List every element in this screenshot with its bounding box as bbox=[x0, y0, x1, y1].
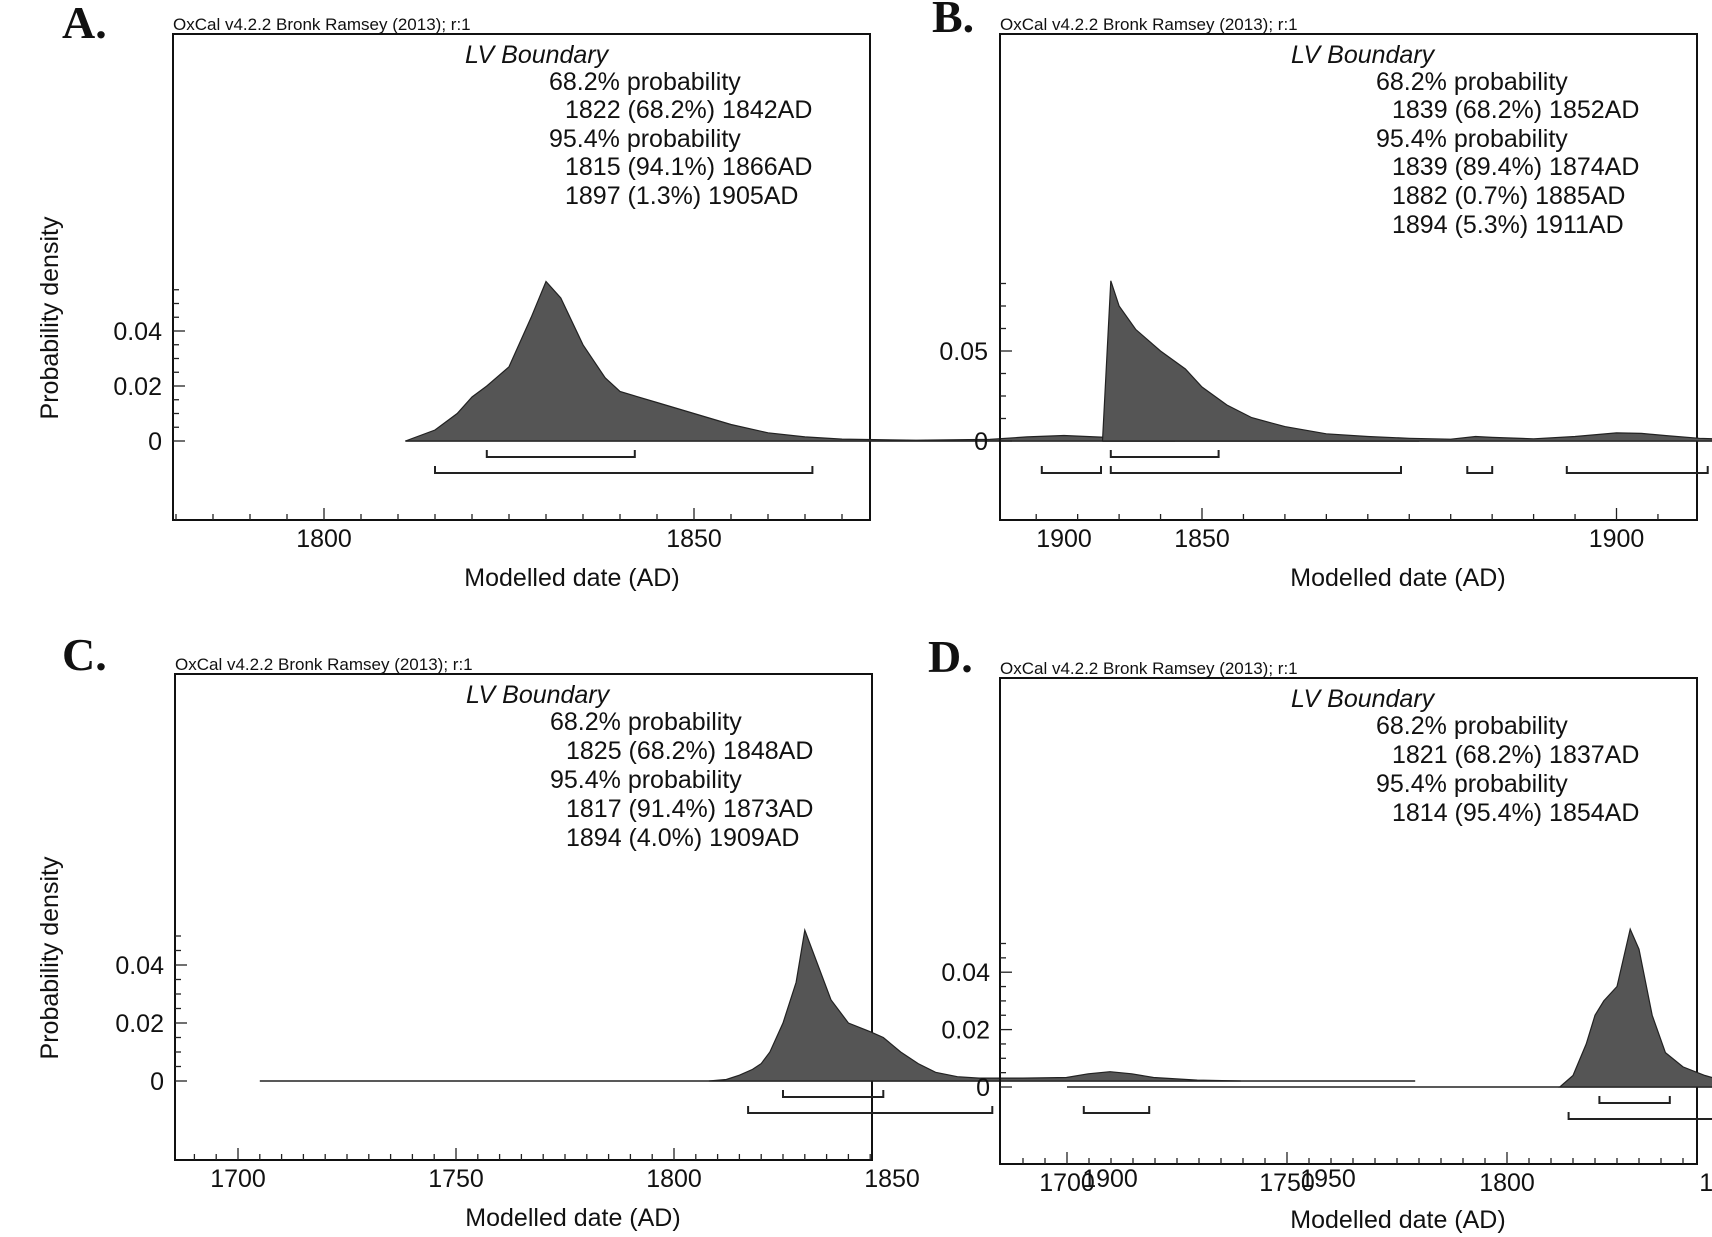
oxcal-header: OxCal v4.2.2 Bronk Ramsey (2013); r:1 bbox=[1000, 15, 1298, 34]
annotation-line: 1814 (95.4%) 1854AD bbox=[1392, 799, 1639, 827]
range-68-bracket bbox=[1109, 450, 1220, 458]
annotation-line: 1839 (89.4%) 1874AD bbox=[1392, 153, 1639, 181]
annotation-line: 95.4% probability bbox=[1376, 125, 1568, 153]
y-tick-label: 0.02 bbox=[113, 373, 162, 401]
y-tick-label: 0.02 bbox=[941, 1017, 990, 1045]
x-tick-label: 1700 bbox=[210, 1165, 266, 1193]
x-tick-label: 1900 bbox=[1036, 525, 1092, 553]
range-68-bracket bbox=[782, 1090, 885, 1098]
range-95-bracket bbox=[1567, 1112, 1712, 1120]
range-68-bracket bbox=[485, 450, 636, 458]
y-axis-label: Probability density bbox=[36, 216, 64, 419]
y-tick-label: 0 bbox=[148, 428, 162, 456]
y-tick-label: 0.04 bbox=[941, 959, 990, 987]
annotation-line: 1897 (1.3%) 1905AD bbox=[565, 182, 798, 210]
x-axis-label: Modelled date (AD) bbox=[464, 564, 679, 592]
x-tick-label: 1850 bbox=[864, 1165, 920, 1193]
x-tick-label: 1750 bbox=[1259, 1169, 1315, 1197]
range-95-bracket bbox=[1109, 466, 1402, 474]
annotation-line: 1817 (91.4%) 1873AD bbox=[566, 795, 813, 823]
range-95-bracket bbox=[1082, 1106, 1151, 1114]
range-95-bracket bbox=[434, 466, 814, 474]
x-axis-label: Modelled date (AD) bbox=[465, 1204, 680, 1232]
panel-letter: C. bbox=[62, 629, 107, 680]
x-tick-label: 1950 bbox=[1300, 1165, 1356, 1193]
annotation-line: 1894 (5.3%) 1911AD bbox=[1392, 211, 1624, 239]
annotation-line: 1882 (0.7%) 1885AD bbox=[1392, 182, 1625, 210]
density-curve bbox=[708, 927, 1241, 1082]
x-tick-label: 1800 bbox=[296, 525, 352, 553]
y-tick-label: 0.02 bbox=[115, 1010, 164, 1038]
density-curve bbox=[1101, 280, 1712, 442]
annotation-line: 1815 (94.1%) 1866AD bbox=[565, 153, 812, 181]
annotation-line: 68.2% probability bbox=[1376, 68, 1568, 96]
plot-frame bbox=[174, 673, 873, 1161]
x-tick-label: 1800 bbox=[646, 1165, 702, 1193]
x-tick-label: 1900 bbox=[1082, 1165, 1138, 1193]
y-tick-label: 0.04 bbox=[113, 318, 162, 346]
panel-a: A. OxCal v4.2.2 Bronk Ramsey (2013); r:1… bbox=[36, 0, 1420, 592]
panel-letter: B. bbox=[932, 0, 974, 42]
x-tick-label: 1700 bbox=[1039, 1169, 1095, 1197]
annotation-line: 1822 (68.2%) 1842AD bbox=[565, 96, 812, 124]
range-95-bracket bbox=[1565, 466, 1709, 474]
y-tick-label: 0.05 bbox=[939, 338, 988, 366]
x-tick-label: 1900 bbox=[1589, 525, 1645, 553]
x-tick-label: 1800 bbox=[1479, 1169, 1535, 1197]
panel-letter: A. bbox=[62, 0, 107, 48]
chart-title: LV Boundary bbox=[1291, 41, 1436, 69]
x-axis-label: Modelled date (AD) bbox=[1290, 1206, 1505, 1234]
annotation-line: 1894 (4.0%) 1909AD bbox=[566, 824, 799, 852]
annotation-line: 68.2% probability bbox=[549, 68, 741, 96]
panel-b: B. OxCal v4.2.2 Bronk Ramsey (2013); r:1… bbox=[932, 0, 1712, 592]
chart-title: LV Boundary bbox=[465, 41, 610, 69]
range-95-bracket bbox=[1040, 466, 1102, 474]
density-curve bbox=[1558, 927, 1712, 1088]
y-axis-label: Probability density bbox=[36, 856, 64, 1059]
plot-frame bbox=[999, 33, 1698, 521]
oxcal-header: OxCal v4.2.2 Bronk Ramsey (2013); r:1 bbox=[173, 15, 471, 34]
x-tick-label: 1850 bbox=[1699, 1169, 1712, 1197]
annotation-line: 95.4% probability bbox=[549, 125, 741, 153]
y-tick-label: 0 bbox=[976, 1074, 990, 1102]
y-tick-label: 0 bbox=[150, 1068, 164, 1096]
annotation-line: 68.2% probability bbox=[550, 708, 742, 736]
plot-frame bbox=[999, 677, 1698, 1165]
y-tick-label: 0 bbox=[974, 428, 988, 456]
annotation-line: 1821 (68.2%) 1837AD bbox=[1392, 741, 1639, 769]
x-tick-label: 1850 bbox=[666, 525, 722, 553]
x-tick-label: 1750 bbox=[428, 1165, 484, 1193]
x-tick-label: 1850 bbox=[1174, 525, 1230, 553]
range-95-bracket bbox=[747, 1106, 994, 1114]
panel-d: D. OxCal v4.2.2 Bronk Ramsey (2013); r:1… bbox=[928, 631, 1712, 1234]
panel-letter: D. bbox=[928, 631, 973, 682]
panel-c: C. OxCal v4.2.2 Bronk Ramsey (2013); r:1… bbox=[36, 629, 1416, 1232]
annotation-line: 1825 (68.2%) 1848AD bbox=[566, 737, 813, 765]
range-68-bracket bbox=[1598, 1096, 1671, 1104]
density-curve bbox=[405, 280, 1176, 442]
chart-title: LV Boundary bbox=[466, 681, 611, 709]
annotation-line: 68.2% probability bbox=[1376, 712, 1568, 740]
annotation-line: 1839 (68.2%) 1852AD bbox=[1392, 96, 1639, 124]
oxcal-header: OxCal v4.2.2 Bronk Ramsey (2013); r:1 bbox=[1000, 659, 1298, 678]
chart-title: LV Boundary bbox=[1291, 685, 1436, 713]
y-tick-label: 0.04 bbox=[115, 952, 164, 980]
plot-frame bbox=[172, 33, 871, 521]
annotation-line: 95.4% probability bbox=[1376, 770, 1568, 798]
range-95-bracket bbox=[1466, 466, 1494, 474]
x-axis-label: Modelled date (AD) bbox=[1290, 564, 1505, 592]
oxcal-header: OxCal v4.2.2 Bronk Ramsey (2013); r:1 bbox=[175, 655, 473, 674]
annotation-line: 95.4% probability bbox=[550, 766, 742, 794]
